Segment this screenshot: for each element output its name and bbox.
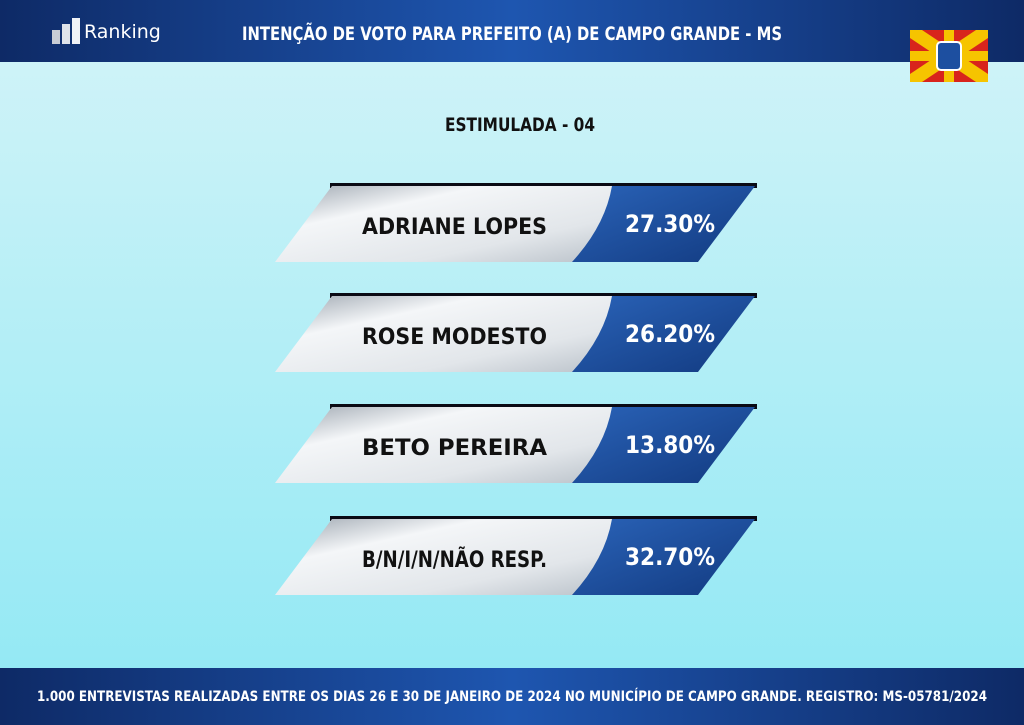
- ribbons: ADRIANE LOPES 27.30% ROSE MODESTO 26.20% BET…: [275, 183, 757, 595]
- ribbon-silver: [275, 296, 620, 372]
- ribbon-silver: [275, 186, 620, 262]
- footer-bar: [0, 668, 1024, 725]
- candidate-name: ROSE MODESTO: [362, 325, 547, 350]
- subtitle: ESTIMULADA - 04: [445, 114, 595, 136]
- candidate-value: 13.80%: [625, 431, 715, 459]
- candidate-name: B/N/I/N/NÃO RESP.: [362, 547, 547, 573]
- footer-text: 1.000 ENTREVISTAS REALIZADAS ENTRE OS DI…: [37, 688, 987, 705]
- header-bar: [0, 0, 1024, 62]
- candidate-value: 27.30%: [625, 210, 715, 238]
- header-title: INTENÇÃO DE VOTO PARA PREFEITO (A) DE CA…: [242, 21, 782, 45]
- candidate-value: 26.20%: [625, 320, 715, 348]
- logo-icon: [52, 18, 80, 44]
- flag: [910, 30, 988, 82]
- ribbon-blue: [572, 407, 755, 483]
- logo-text: Ranking: [84, 21, 161, 43]
- ribbon-silver: [275, 519, 620, 595]
- ribbon-blue: [572, 186, 755, 262]
- ribbon-silver: [275, 407, 620, 483]
- candidate-name: BETO PEREIRA: [362, 436, 547, 461]
- ribbon-blue: [572, 296, 755, 372]
- ribbon-blue: [572, 519, 755, 595]
- candidate-name: ADRIANE LOPES: [362, 215, 547, 240]
- candidate-value: 32.70%: [625, 543, 715, 571]
